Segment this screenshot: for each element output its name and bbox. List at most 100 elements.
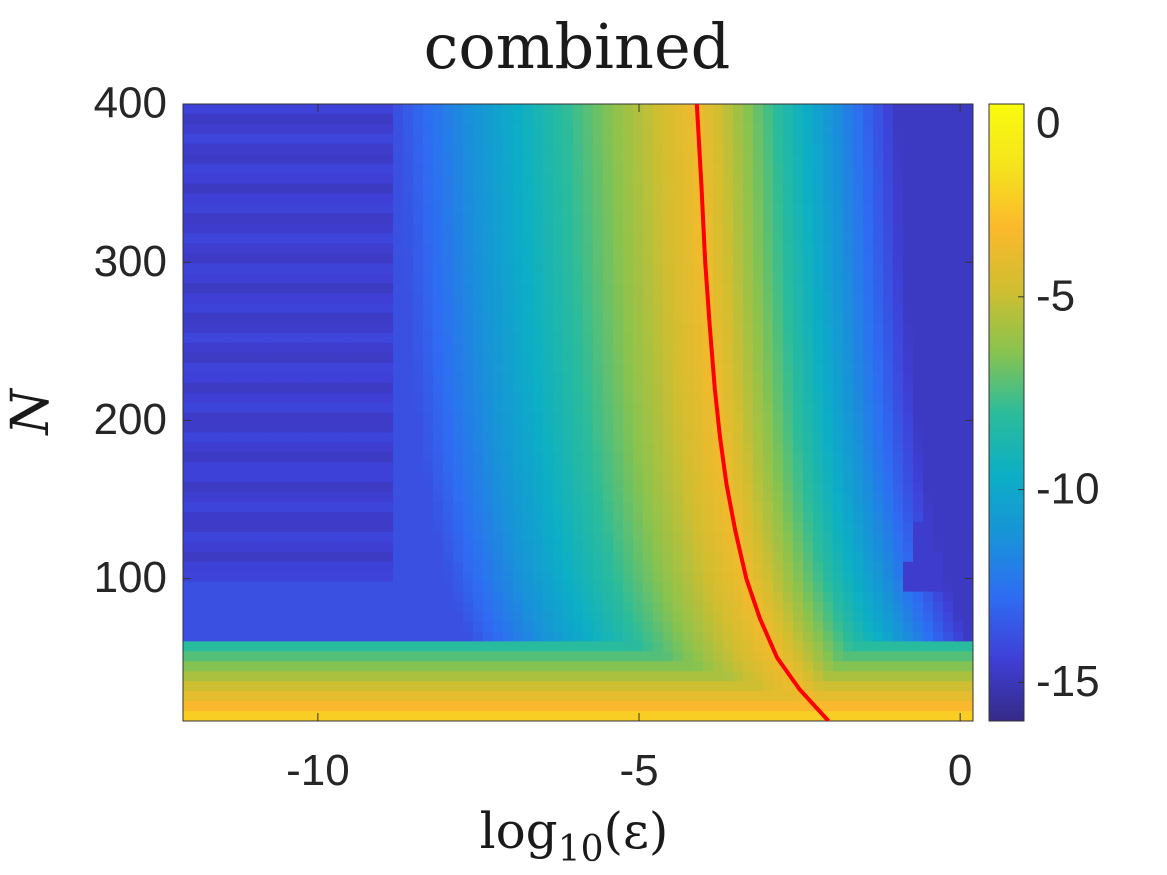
heatmap-cell xyxy=(603,273,614,284)
heatmap-cell xyxy=(583,143,594,155)
heatmap-cell xyxy=(503,541,514,553)
heatmap-cell xyxy=(743,332,754,344)
heatmap-cell xyxy=(903,581,914,593)
heatmap-cell xyxy=(413,183,424,195)
heatmap-cell xyxy=(413,402,424,414)
heatmap-cell xyxy=(383,183,394,195)
heatmap-cell xyxy=(413,163,424,175)
heatmap-cell xyxy=(853,253,864,264)
heatmap-cell xyxy=(533,701,544,712)
heatmap-cell xyxy=(563,312,574,324)
heatmap-cell xyxy=(713,143,724,155)
heatmap-cell xyxy=(883,312,894,324)
heatmap-cell xyxy=(523,462,534,473)
heatmap-cell xyxy=(323,273,334,284)
heatmap-cell xyxy=(913,691,924,702)
heatmap-cell xyxy=(733,591,744,603)
heatmap-cell xyxy=(623,243,634,254)
heatmap-cell xyxy=(553,372,564,384)
heatmap-cell xyxy=(663,701,674,712)
heatmap-cell xyxy=(573,183,584,195)
heatmap-cell xyxy=(843,691,854,702)
heatmap-cell xyxy=(523,711,534,721)
heatmap-cell xyxy=(683,691,694,702)
heatmap-cell xyxy=(483,681,494,692)
heatmap-cell xyxy=(383,193,394,205)
heatmap-cell xyxy=(373,143,384,155)
heatmap-cell xyxy=(663,153,674,165)
heatmap-cell xyxy=(193,113,204,125)
heatmap-cell xyxy=(243,711,254,721)
heatmap-cell xyxy=(563,711,574,721)
heatmap-cell xyxy=(263,492,274,503)
heatmap-cell xyxy=(423,332,434,344)
heatmap-cell xyxy=(223,591,234,603)
heatmap-cell xyxy=(683,531,694,543)
heatmap-cell xyxy=(533,303,544,314)
heatmap-cell xyxy=(763,521,774,533)
heatmap-cell xyxy=(963,521,973,533)
heatmap-cell xyxy=(443,432,454,443)
heatmap-cell xyxy=(303,641,314,652)
heatmap-cell xyxy=(733,611,744,623)
heatmap-cell xyxy=(583,382,594,394)
heatmap-cell xyxy=(323,332,334,344)
heatmap-cell xyxy=(363,671,374,682)
heatmap-cell xyxy=(853,352,864,364)
heatmap-cell xyxy=(613,462,624,473)
heatmap-cell xyxy=(263,701,274,712)
heatmap-cell xyxy=(473,631,484,642)
heatmap-cell xyxy=(623,273,634,284)
heatmap-cell xyxy=(833,671,844,682)
heatmap-cell xyxy=(413,681,424,692)
heatmap-cell xyxy=(713,153,724,165)
heatmap-cell xyxy=(233,581,244,593)
heatmap-cell xyxy=(503,492,514,503)
heatmap-cell xyxy=(443,213,454,225)
heatmap-cell xyxy=(423,104,434,115)
heatmap-cell xyxy=(383,273,394,284)
heatmap-cell xyxy=(853,422,864,433)
heatmap-cell xyxy=(453,133,464,145)
heatmap-cell xyxy=(583,531,594,543)
heatmap-cell xyxy=(873,263,884,274)
heatmap-cell xyxy=(953,711,964,721)
heatmap-cell xyxy=(603,621,614,633)
heatmap-cell xyxy=(503,104,514,115)
heatmap-cell xyxy=(323,283,334,294)
heatmap-cell xyxy=(453,392,464,404)
heatmap-cell xyxy=(583,691,594,702)
heatmap-cell xyxy=(373,293,384,304)
heatmap-cell xyxy=(423,442,434,453)
heatmap-cell xyxy=(243,303,254,314)
heatmap-cell xyxy=(523,123,534,135)
heatmap-cell xyxy=(623,472,634,483)
heatmap-cell xyxy=(293,711,304,721)
heatmap-cell xyxy=(553,541,564,553)
heatmap-cell xyxy=(753,183,764,195)
heatmap-cell xyxy=(183,402,194,414)
heatmap-cell xyxy=(713,671,724,682)
heatmap-cell xyxy=(203,123,214,135)
heatmap-cell xyxy=(913,681,924,692)
heatmap-cell xyxy=(753,253,764,264)
heatmap-cell xyxy=(803,183,814,195)
heatmap-cell xyxy=(393,651,404,662)
heatmap-cell xyxy=(523,402,534,414)
heatmap-cell xyxy=(623,153,634,165)
heatmap-cell xyxy=(773,293,784,304)
heatmap-cell xyxy=(613,571,624,583)
heatmap-cell xyxy=(703,502,714,513)
heatmap-cell xyxy=(493,531,504,543)
heatmap-cell xyxy=(643,502,654,513)
heatmap-cell xyxy=(463,213,474,225)
heatmap-cell xyxy=(613,273,624,284)
heatmap-cell xyxy=(683,203,694,215)
heatmap-cell xyxy=(573,422,584,433)
heatmap-cell xyxy=(553,531,564,543)
heatmap-cell xyxy=(713,342,724,354)
heatmap-cell xyxy=(503,661,514,672)
heatmap-cell xyxy=(423,492,434,503)
heatmap-cell xyxy=(483,651,494,662)
heatmap-cell xyxy=(883,163,894,175)
